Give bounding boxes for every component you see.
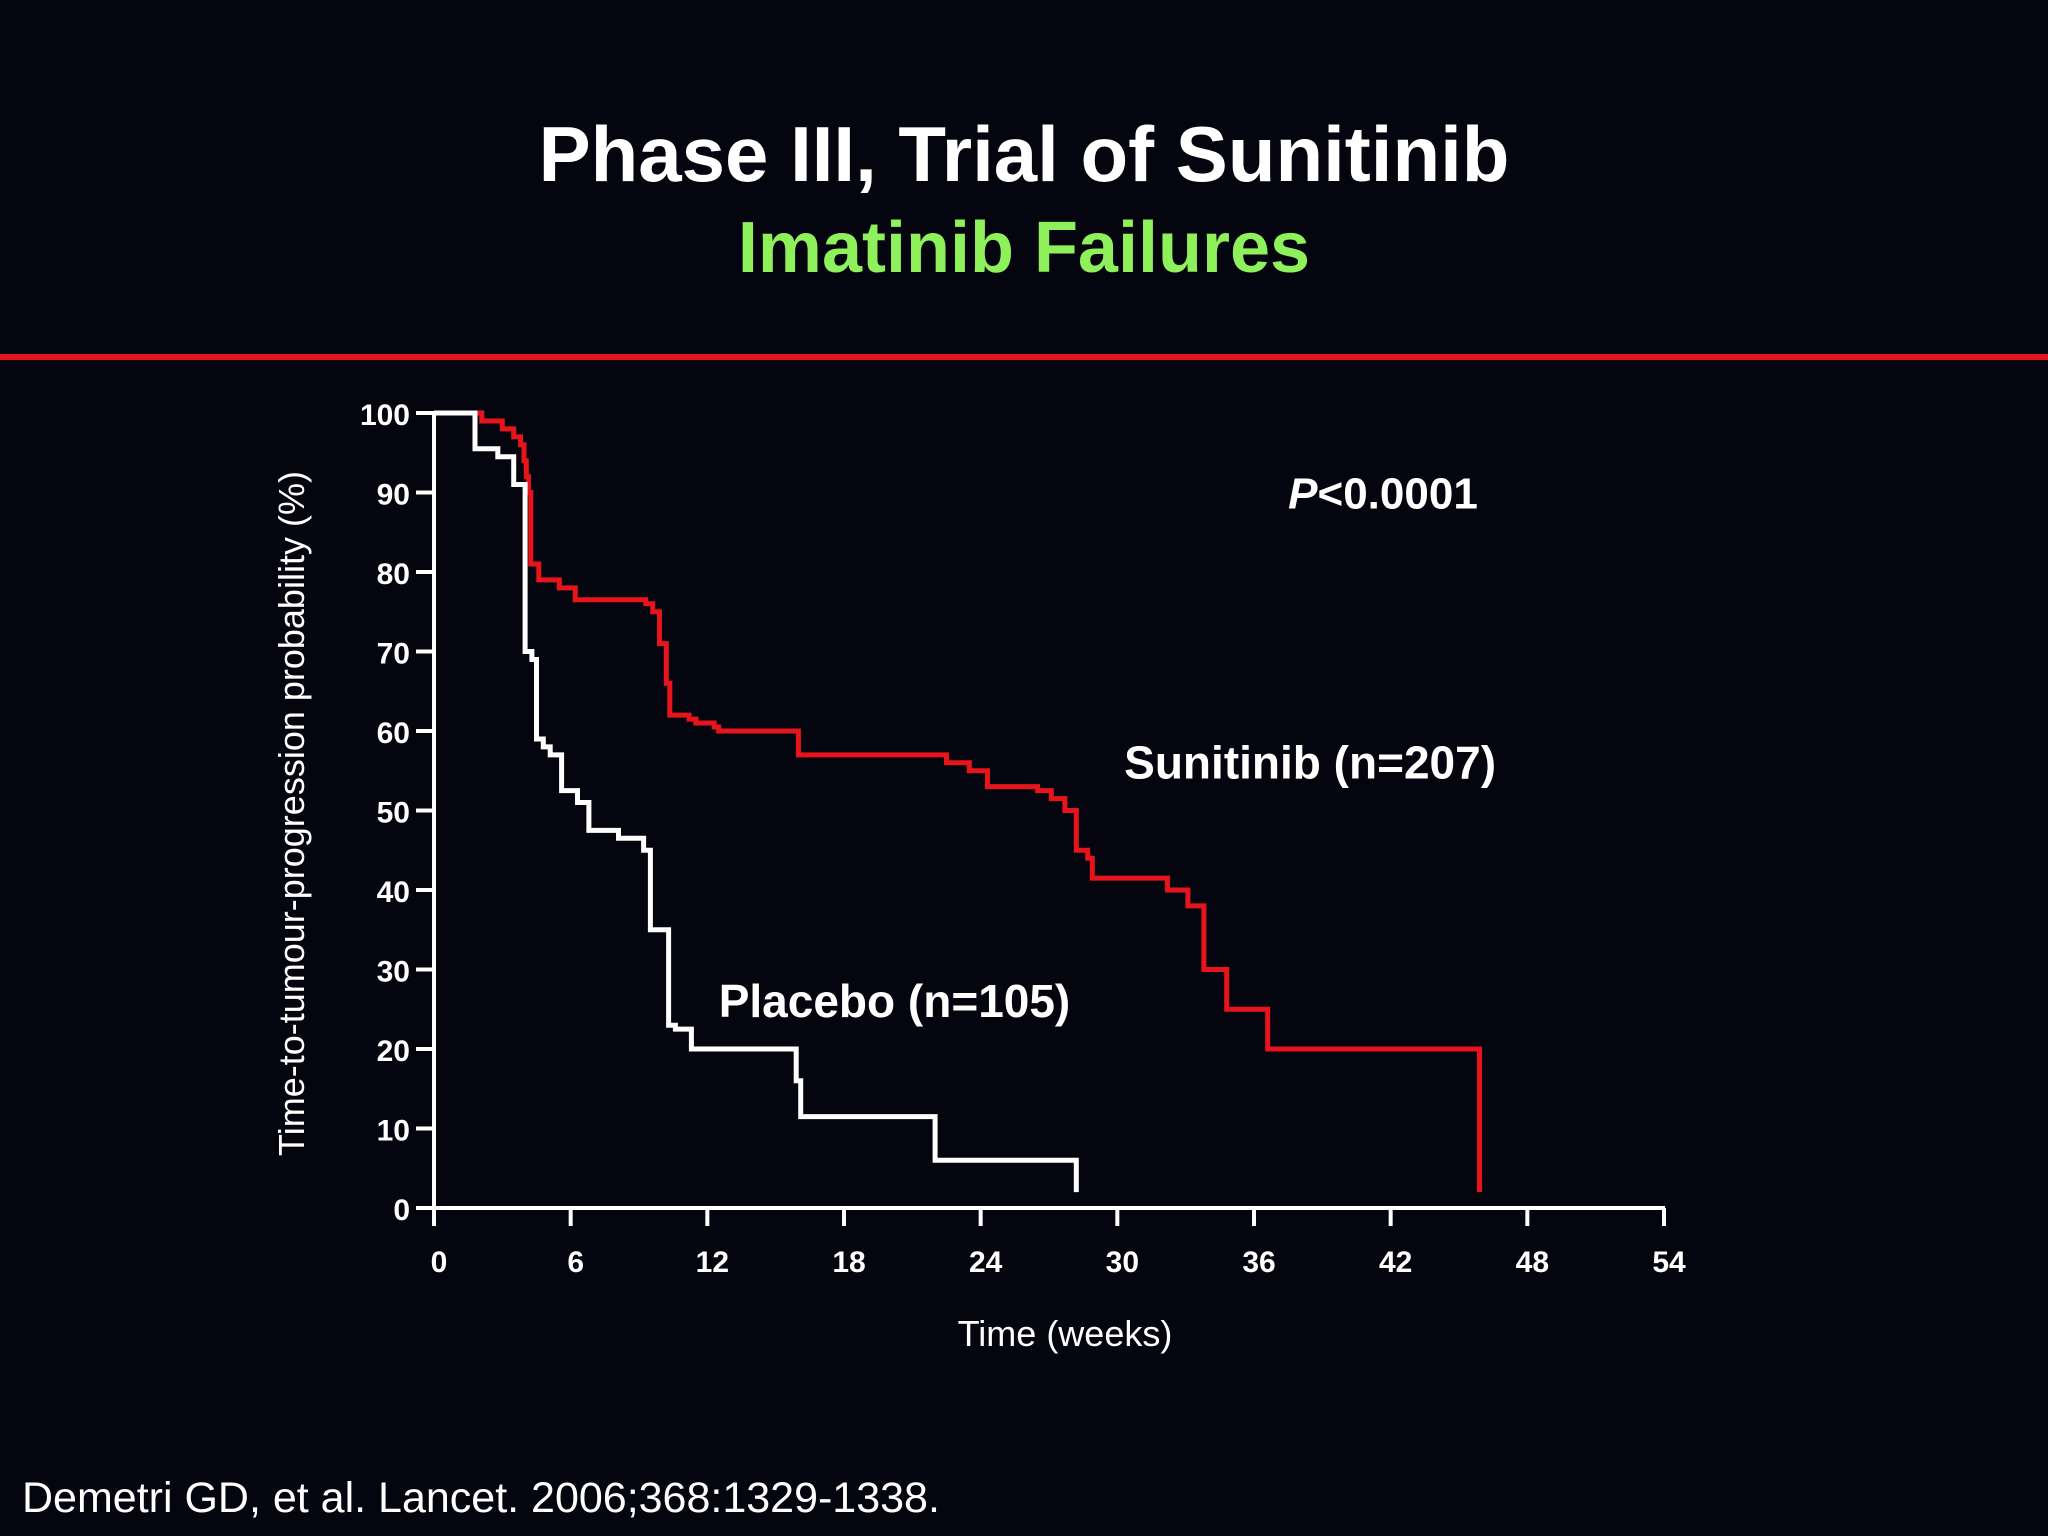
- citation: Demetri GD, et al. Lancet. 2006;368:1329…: [22, 1474, 940, 1522]
- placebo-series-label: Placebo (n=105): [719, 975, 1071, 1027]
- x-tick-label: 42: [1379, 1246, 1412, 1279]
- slide-subtitle: Imatinib Failures: [737, 208, 1311, 288]
- x-tick-label: 24: [969, 1246, 1003, 1279]
- y-tick-label: 90: [377, 479, 410, 512]
- y-tick-label: 70: [377, 638, 410, 671]
- placebo-curve: [434, 410, 1079, 1193]
- x-tick-label: 54: [1652, 1246, 1686, 1279]
- y-axis-label: Time-to-tumour-progression probability (…: [271, 471, 312, 1156]
- slide-title: Phase III, Trial of Sunitinib: [538, 110, 1510, 198]
- y-tick-label: 0: [393, 1194, 410, 1227]
- sunitinib-curve: [434, 410, 1482, 1193]
- p-value-text: <0.0001: [1318, 469, 1478, 518]
- y-tick-label: 50: [377, 797, 410, 830]
- chart-labels: Time (weeks) Time-to-tumour-progression p…: [271, 469, 1496, 1354]
- x-tick-label: 30: [1106, 1246, 1139, 1279]
- sunitinib-series-label: Sunitinib (n=207): [1124, 737, 1496, 789]
- x-tick-label: 48: [1516, 1246, 1549, 1279]
- x-tick-label: 6: [567, 1246, 584, 1279]
- y-tick-label: 20: [377, 1035, 410, 1068]
- x-tick-label: 12: [696, 1246, 729, 1279]
- y-tick-label: 10: [377, 1115, 410, 1148]
- y-tick-label: 100: [360, 399, 410, 432]
- x-tick-label: 0: [431, 1246, 448, 1279]
- chart-series: [434, 410, 1482, 1193]
- y-tick-label: 60: [377, 717, 410, 750]
- p-value-annotation: P<0.0001: [1288, 469, 1478, 518]
- y-tick-label: 30: [377, 956, 410, 989]
- chart-axes: 0 10 20 30 40 50 60 70 80 90 100 0 6 12 18 24 30 36 42 48 54: [360, 399, 1686, 1279]
- x-tick-label: 18: [832, 1246, 865, 1279]
- x-axis-label: Time (weeks): [958, 1313, 1173, 1354]
- x-tick-label: 36: [1242, 1246, 1275, 1279]
- y-tick-label: 80: [377, 558, 410, 591]
- y-tick-label: 40: [377, 876, 410, 909]
- p-value-italic: P: [1288, 469, 1318, 518]
- title-divider: [0, 354, 2048, 360]
